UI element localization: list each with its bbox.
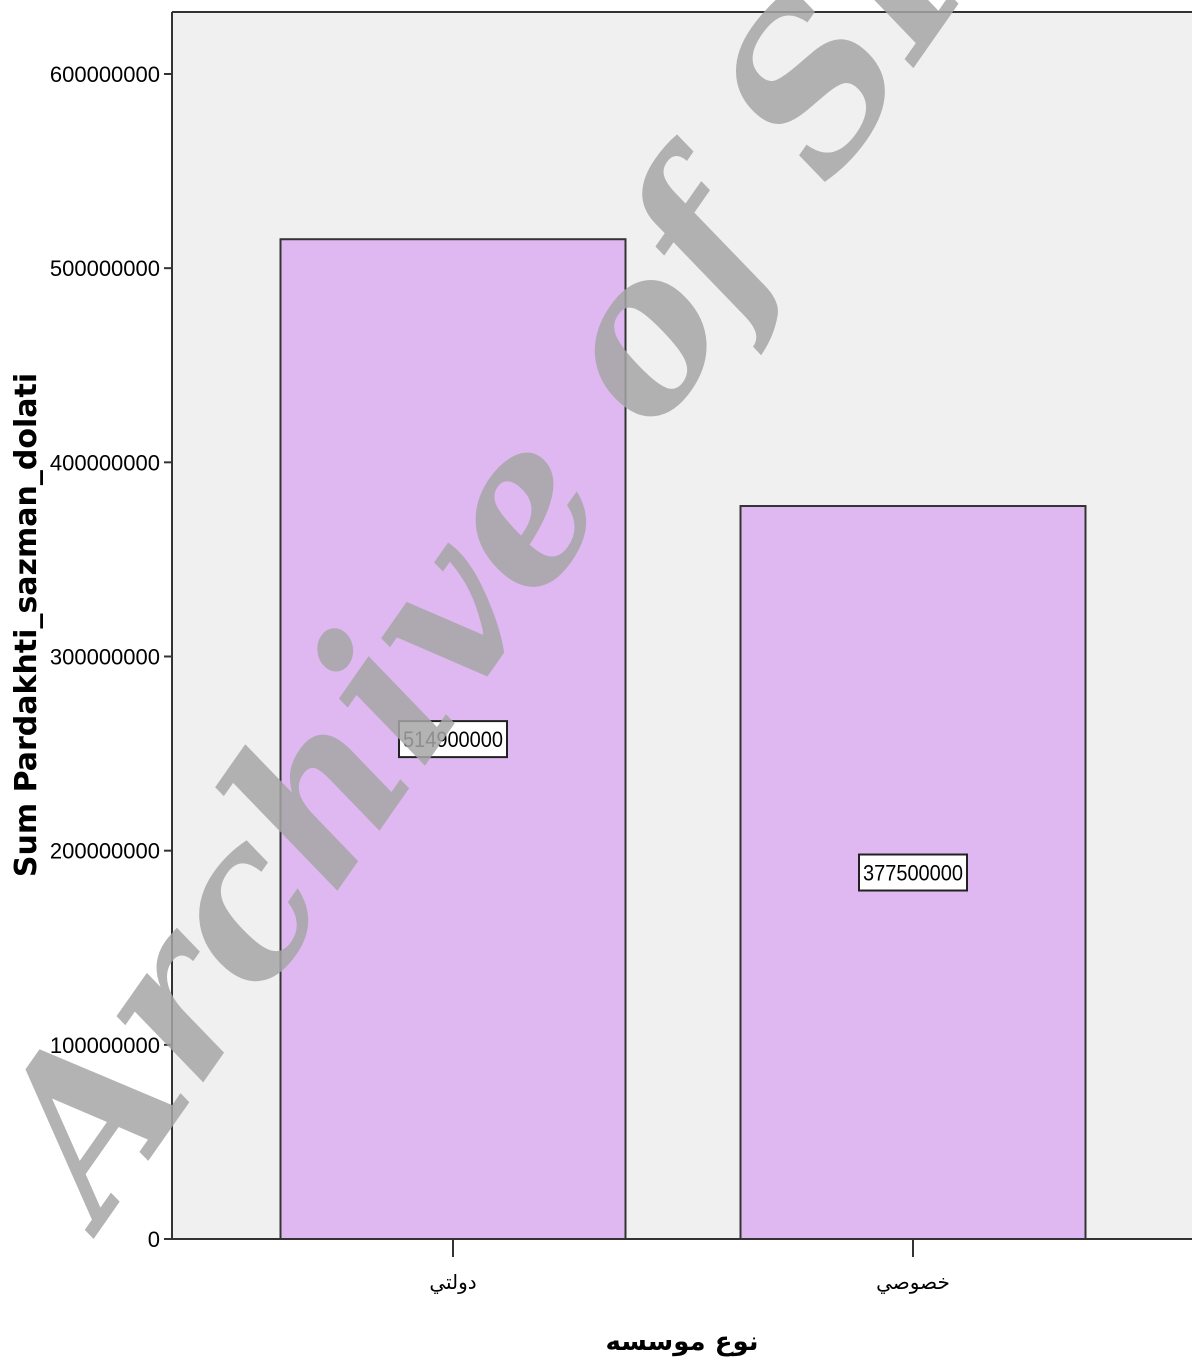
y-tick-label: 200000000 — [50, 839, 160, 864]
y-tick-label: 400000000 — [50, 450, 160, 475]
y-tick-label: 100000000 — [50, 1033, 160, 1058]
y-tick-label: 300000000 — [50, 645, 160, 670]
data-label-box — [398, 720, 508, 759]
data-label-box — [858, 853, 968, 892]
y-tick-label: 600000000 — [50, 62, 160, 87]
y-axis-title: Sum Pardakhti_sazman_dolati — [9, 373, 44, 877]
data-label: 514900000 — [403, 727, 503, 752]
y-tick-label: 0 — [148, 1227, 160, 1252]
x-tick-label: دولتي — [429, 1270, 476, 1295]
data-label: 377500000 — [863, 861, 963, 886]
x-axis-title: نوع موسسه — [605, 1327, 758, 1357]
y-tick-label: 500000000 — [50, 256, 160, 281]
x-tick-label: خصوصي — [876, 1270, 950, 1295]
